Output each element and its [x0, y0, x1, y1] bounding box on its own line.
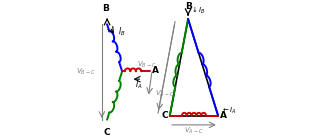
Text: A: A — [151, 66, 158, 75]
Text: B: B — [102, 4, 109, 13]
Text: C: C — [161, 111, 168, 120]
Text: $I_B$: $I_B$ — [118, 25, 126, 38]
Text: $V_{A-C}$: $V_{A-C}$ — [155, 88, 174, 99]
Text: $\downarrow I_B$: $\downarrow I_B$ — [190, 5, 206, 16]
Text: $V_{B-C}$: $V_{B-C}$ — [76, 67, 95, 77]
Text: $\leftarrow I_A$: $\leftarrow I_A$ — [221, 106, 236, 116]
Text: $V_{A-C}$: $V_{A-C}$ — [184, 126, 204, 136]
Text: B: B — [185, 2, 192, 11]
Text: $I_A$: $I_A$ — [135, 78, 142, 91]
Text: C: C — [103, 128, 110, 137]
Text: $V_{B-C}$: $V_{B-C}$ — [137, 60, 157, 70]
Text: A: A — [220, 111, 227, 120]
